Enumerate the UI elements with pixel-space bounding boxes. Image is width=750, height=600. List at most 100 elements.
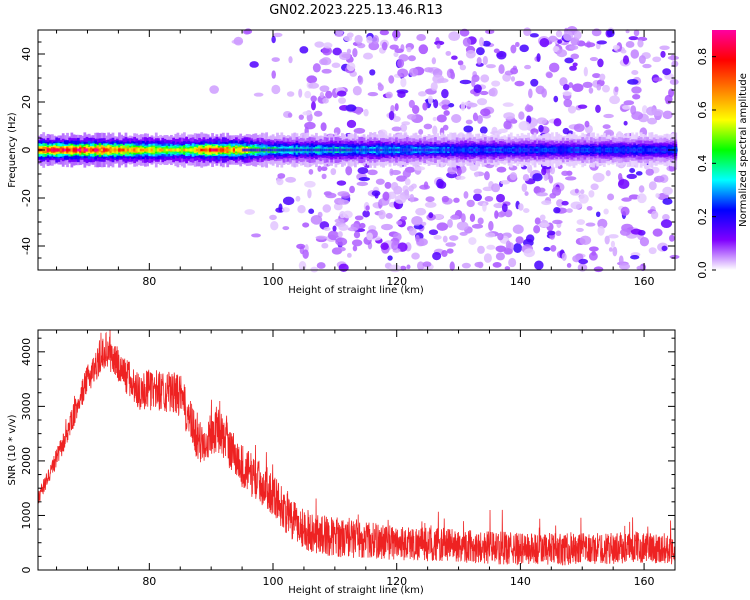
band-core [644, 148, 648, 152]
noise-blob [441, 250, 448, 258]
noise-blob [597, 218, 608, 229]
noise-blob [451, 114, 462, 123]
band-cell [163, 148, 167, 152]
noise-blob [524, 191, 529, 196]
noise-blob [416, 261, 425, 271]
noise-blob [441, 104, 450, 110]
noise-blob [315, 235, 328, 240]
noise-blob [477, 217, 484, 225]
band-core [363, 148, 367, 152]
band-cell [187, 148, 191, 152]
band-core [625, 148, 628, 152]
noise-blob [601, 84, 610, 93]
noise-blob [605, 170, 611, 177]
band-cell [148, 148, 152, 152]
noise-blob [447, 219, 453, 228]
noise-blob [623, 120, 628, 126]
noise-blob [504, 266, 511, 271]
band-core [553, 148, 557, 152]
band-cell [161, 148, 165, 152]
noise-blob [450, 215, 460, 220]
noise-blob [463, 125, 474, 133]
noise-blob [455, 175, 466, 180]
band-cell [57, 148, 61, 152]
noise-blob [317, 165, 322, 172]
band-core [259, 148, 263, 152]
band-cell [198, 148, 201, 152]
band-core [547, 148, 551, 152]
noise-blob [449, 69, 454, 74]
noise-blob [249, 61, 259, 68]
noise-blob [667, 55, 679, 61]
noise-blob [408, 185, 414, 192]
band-core [610, 148, 613, 152]
noise-blob [334, 218, 345, 224]
band-core [332, 148, 336, 152]
band-cell [183, 148, 186, 152]
noise-blob [382, 191, 390, 201]
noise-blob [538, 222, 550, 228]
band-core [289, 148, 293, 152]
noise-blob [566, 263, 572, 268]
band-core [471, 148, 475, 152]
band-core [257, 148, 261, 152]
noise-blob [322, 97, 329, 104]
spectrogram-ylabel: Frequency (Hz) [7, 112, 18, 188]
noise-blob [335, 237, 348, 246]
spectrogram-panel: 80 100 120 140 160 -40 -20 0 20 40 Height of stra… [7, 26, 680, 296]
noise-blob [474, 171, 479, 178]
band-core [400, 148, 403, 152]
noise-blob [423, 181, 429, 189]
noise-blob [302, 222, 310, 228]
band-core [564, 148, 568, 152]
band-core [501, 148, 505, 152]
noise-blob [620, 206, 630, 216]
noise-blob [338, 97, 347, 104]
noise-blob [503, 248, 513, 255]
band-core [421, 148, 425, 152]
band-core [592, 148, 596, 152]
band-cell [215, 148, 219, 152]
noise-blob [354, 34, 363, 44]
noise-blob [418, 91, 427, 97]
noise-blob [495, 245, 506, 253]
noise-blob [432, 116, 437, 122]
noise-blob [524, 104, 534, 113]
band-cell [211, 148, 214, 152]
noise-blob [582, 81, 593, 88]
band-cell [204, 148, 208, 152]
noise-blob [270, 220, 279, 231]
noise-blob [518, 121, 531, 131]
noise-blob [477, 261, 484, 269]
band-core [439, 148, 442, 152]
noise-blob [660, 50, 666, 58]
noise-blob [630, 228, 643, 235]
spectrogram-band [38, 132, 678, 168]
band-core [384, 148, 388, 152]
noise-blob [415, 234, 420, 243]
band-core [300, 148, 304, 152]
noise-blob [355, 107, 363, 115]
x-tick-label: 160 [634, 575, 655, 588]
band-core [527, 148, 531, 152]
band-core [603, 148, 607, 152]
band-core [460, 148, 464, 152]
band-core [642, 148, 646, 152]
noise-blob [400, 123, 408, 132]
noise-blob [476, 115, 483, 124]
noise-blob [445, 242, 457, 247]
band-core [467, 148, 470, 152]
spectrogram-plot-area [38, 26, 680, 273]
noise-blob [500, 180, 510, 185]
band-core [298, 148, 302, 152]
noise-blob [492, 262, 502, 268]
band-core [426, 148, 429, 152]
noise-blob [512, 224, 524, 235]
noise-blob [346, 119, 357, 129]
noise-blob [472, 193, 482, 202]
noise-blob [592, 73, 601, 79]
noise-blob [391, 241, 399, 251]
band-core [248, 148, 252, 152]
band-core [406, 148, 410, 152]
noise-blob [393, 51, 399, 58]
